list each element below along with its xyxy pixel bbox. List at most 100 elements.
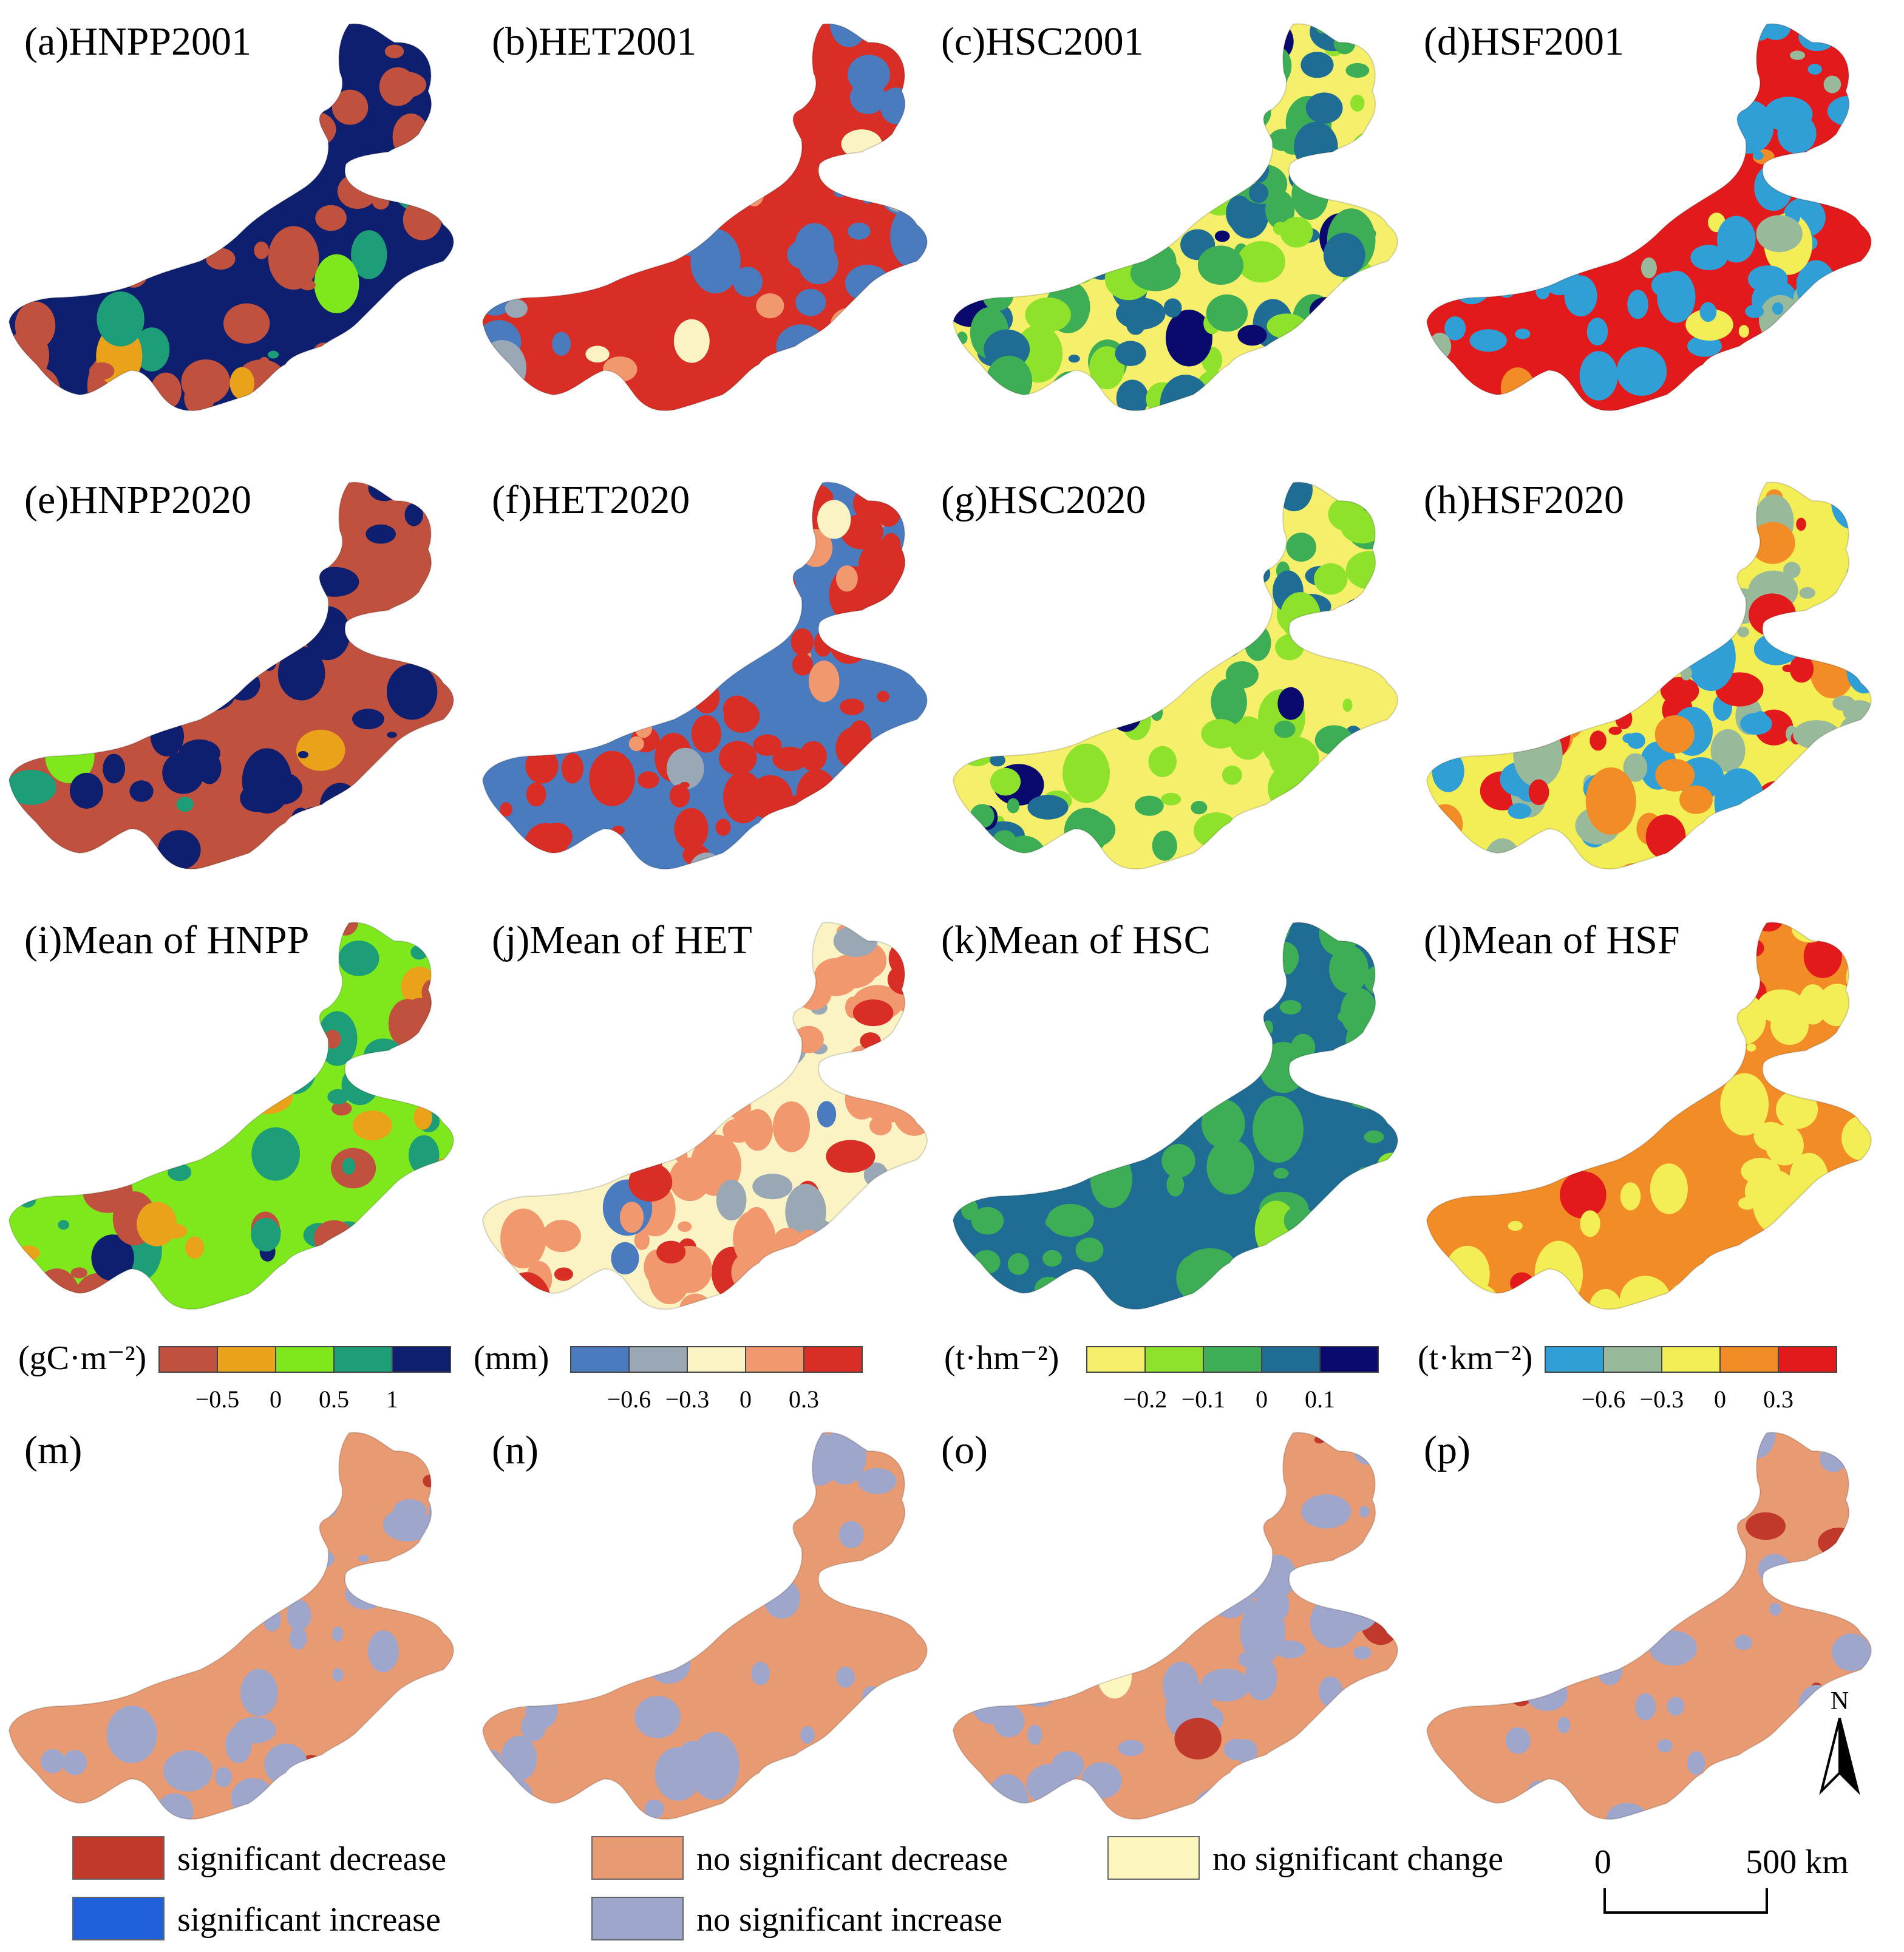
colorbar-swatch [1719,1346,1779,1373]
colorbar-tick: −0.6 [1582,1386,1626,1413]
colorbars: (gC·m⁻²) −0.5 0 0.5 1 (mm) −0.6 −0.3 0 0.3 (t·hm⁻²… [18,1339,1837,1413]
colorbar-2: (mm) −0.6 −0.3 0 0.3 [474,1339,863,1413]
colorbar-swatch [1603,1346,1662,1373]
colorbar-swatch [1545,1346,1604,1373]
colorbar-3: (t·hm⁻²) −0.2 −0.1 0 0.1 [944,1339,1379,1413]
map-panel-1 [8,23,454,412]
colorbar-tick: −0.3 [1640,1386,1684,1413]
colorbar-swatch [803,1346,863,1373]
scale-bar-line [1603,1888,1768,1914]
legend-item-2: significant increase [72,1897,441,1940]
colorbar-swatch [1319,1346,1379,1373]
panel-title-1: (a)HNPP2001 [24,19,251,64]
trend-legend: significant decrease significant increase… [72,1836,1503,1940]
north-arrow-icon-dark [1838,1718,1860,1795]
scale-bar: 0 500 km [1594,1843,1849,1914]
colorbar-swatch [158,1346,218,1373]
colorbar-tick: −0.1 [1182,1386,1226,1413]
map-panel-16 [1426,1432,1872,1820]
panel-title-16: (p) [1424,1428,1470,1472]
map-panel-8 [1426,481,1872,870]
colorbar-tick: −0.3 [665,1386,710,1413]
colorbar-swatch [687,1346,746,1373]
colorbar-tick: 0.3 [1763,1386,1793,1413]
panel-title-2: (b)HET2001 [492,19,696,64]
colorbar-swatch [570,1346,630,1373]
colorbar-tick: 0 [270,1386,282,1413]
colorbar-unit: (gC·m⁻²) [18,1339,146,1377]
colorbar-unit: (t·hm⁻²) [944,1339,1059,1377]
colorbar-swatch [392,1346,451,1373]
map-panel-12 [1426,922,1872,1310]
colorbar-swatch [217,1346,276,1373]
colorbar-tick: 0.5 [319,1386,349,1413]
colorbar-tick: 0.1 [1305,1386,1335,1413]
north-arrow-icon [1819,1718,1841,1795]
legend-item-4: no significant increase [591,1897,1002,1940]
panel-title-4: (d)HSF2001 [1424,19,1624,64]
colorbar-swatch [275,1346,335,1373]
map-panel-9 [8,922,454,1310]
colorbar-swatch [1144,1346,1204,1373]
colorbar-swatch [1203,1346,1262,1373]
colorbar-tick: −0.5 [195,1386,240,1413]
legend-label: significant increase [177,1901,441,1939]
map-panel-5 [8,481,454,870]
colorbar-swatch [628,1346,688,1373]
colorbar-tick: −0.6 [607,1386,651,1413]
map-panel-14 [482,1432,928,1820]
map-panel-4 [1426,23,1872,412]
colorbar-4: (t·km⁻²) −0.6 −0.3 0 0.3 [1418,1339,1837,1413]
colorbar-swatch [333,1346,393,1373]
colorbar-swatch [1778,1346,1837,1373]
panel-title-6: (f)HET2020 [492,478,690,522]
legend-label: no significant change [1212,1840,1503,1878]
colorbar-unit: (mm) [474,1339,549,1377]
panel-title-13: (m) [24,1428,82,1472]
panel-title-15: (o) [941,1428,988,1472]
map-panel-13 [8,1432,454,1820]
colorbar-tick: −0.2 [1123,1386,1168,1413]
legend-swatch [1107,1836,1200,1880]
panel-title-3: (c)HSC2001 [941,19,1144,64]
colorbar-swatch [745,1346,804,1373]
panel-title-5: (e)HNPP2020 [24,478,251,522]
colorbar-swatch [1261,1346,1321,1373]
region-patches [483,922,927,1310]
legend-swatch [591,1836,684,1880]
legend-label: no significant decrease [696,1840,1008,1878]
region-fill [953,922,1398,1310]
legend-swatch [72,1836,165,1880]
panel-title-9: (i)Mean of HNPP [24,918,309,962]
map-panel-15 [953,1432,1398,1820]
colorbar-swatch [1086,1346,1146,1373]
legend-item-1: significant decrease [72,1836,446,1880]
colorbar-tick: 0 [739,1386,752,1413]
colorbar-tick: 0 [1256,1386,1268,1413]
map-panel-10 [482,922,928,1310]
north-arrow: N [1819,1687,1860,1795]
panel-title-10: (j)Mean of HET [492,918,752,962]
legend-label: no significant increase [696,1901,1002,1939]
scale-end-label: 500 km [1746,1843,1849,1881]
legend-swatch [72,1897,165,1940]
colorbar-1: (gC·m⁻²) −0.5 0 0.5 1 [18,1339,451,1413]
map-panel-6 [482,481,928,870]
panel-title-14: (n) [492,1428,539,1472]
panel-title-12: (l)Mean of HSF [1424,918,1680,962]
colorbar-tick: 0 [1714,1386,1726,1413]
north-label: N [1831,1687,1849,1715]
panel-title-7: (g)HSC2020 [941,478,1146,522]
region-fill [953,482,1398,869]
panel-labels: (a)HNPP2001 (b)HET2001 (c)HSC2001 (d)HSF200… [24,19,1680,1472]
legend-label: significant decrease [177,1840,446,1878]
scale-start-label: 0 [1594,1843,1611,1881]
panel-title-11: (k)Mean of HSC [941,918,1211,962]
legend-item-5: no significant change [1107,1836,1503,1880]
colorbar-swatch [1661,1346,1721,1373]
legend-item-3: no significant decrease [591,1836,1008,1880]
map-panel-3 [953,23,1398,412]
colorbar-tick: 0.3 [789,1386,819,1413]
region-fill [1427,1432,1871,1820]
